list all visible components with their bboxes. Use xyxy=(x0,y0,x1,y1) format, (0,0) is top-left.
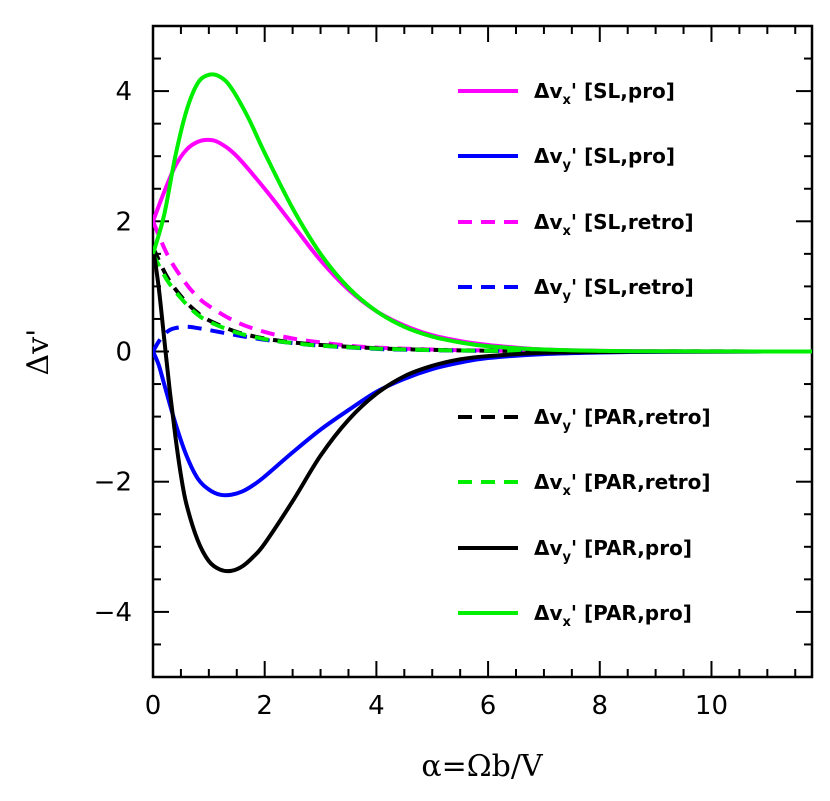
series-line-6 xyxy=(153,247,812,574)
x-tick-label: 0 xyxy=(145,691,162,721)
x-tick-label: 2 xyxy=(256,691,273,721)
series-line-7 xyxy=(153,72,812,354)
series-line-1 xyxy=(153,349,812,498)
axis-tick-labels: 0 2 4 6 8 10 −4 −2 0 2 4 xyxy=(94,77,728,721)
legend-label-4: Δvy' [PAR,retro] xyxy=(534,405,711,434)
y-tick-label: −4 xyxy=(94,598,132,628)
y-axis-label: Δv' xyxy=(21,329,56,376)
legend-label-1: Δvy' [SL,pro] xyxy=(534,144,675,173)
axis-ticks xyxy=(152,25,812,678)
x-axis-label: α=Ωb/V xyxy=(421,749,544,784)
y-tick-label: −2 xyxy=(94,468,132,498)
legend-label-6: Δvy' [PAR,pro] xyxy=(534,536,692,565)
x-tick-label: 10 xyxy=(695,691,728,721)
legend-label-2: Δvx' [SL,retro] xyxy=(534,210,694,239)
y-tick-label: 2 xyxy=(115,207,132,237)
series-line-3 xyxy=(153,324,812,354)
y-tick-label: 0 xyxy=(115,338,132,368)
series-layer xyxy=(153,72,812,574)
legend-label-3: Δvy' [SL,retro] xyxy=(534,275,694,304)
x-tick-label: 6 xyxy=(480,691,497,721)
x-tick-label: 8 xyxy=(592,691,609,721)
legend-label-0: Δvx' [SL,pro] xyxy=(534,79,675,108)
y-tick-label: 4 xyxy=(115,77,132,107)
x-tick-label: 4 xyxy=(368,691,385,721)
legend: Δvx' [SL,pro] Δvy' [SL,pro] Δvx' [SL,retro… xyxy=(458,79,711,630)
series-line-0 xyxy=(153,137,812,354)
series-line-4 xyxy=(153,246,812,354)
legend-label-7: Δvx' [PAR,pro] xyxy=(534,601,692,630)
legend-label-5: Δvx' [PAR,retro] xyxy=(534,470,711,499)
